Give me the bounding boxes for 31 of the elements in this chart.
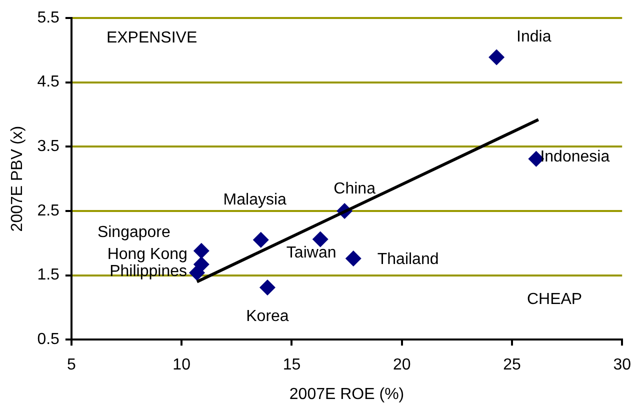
series-label: China	[334, 180, 376, 198]
x-tick-label: 30	[613, 356, 632, 374]
series-label: Hong Kong	[107, 246, 188, 263]
x-tick-label: 5	[66, 356, 76, 374]
y-tick-label: 5.5	[37, 9, 60, 26]
x-tick-label: 10	[172, 356, 191, 374]
point	[259, 280, 276, 296]
series-label: Korea	[246, 308, 289, 325]
x-tick-label: 25	[503, 356, 521, 374]
point	[193, 242, 210, 259]
x-tick-label: 15	[282, 356, 301, 374]
y-tick-label: 3.5	[37, 138, 60, 156]
x-tick-label: 20	[392, 356, 411, 374]
y-tick-label: 2.5	[37, 202, 60, 220]
series-label: Taiwan	[286, 244, 336, 262]
point	[345, 250, 362, 267]
text: Malaysia	[223, 191, 287, 208]
annotation: CHEAP	[526, 291, 582, 308]
series-label: Indonesia	[540, 148, 610, 166]
series-label: Thailand	[377, 250, 439, 268]
series-label: Singapore	[97, 224, 170, 242]
y-tick-label: 4.5	[37, 74, 60, 91]
point	[193, 256, 210, 272]
y-tick-label: 1.5	[37, 266, 60, 284]
point	[488, 49, 505, 66]
point	[252, 232, 269, 248]
y-tick-label: 0.5	[37, 331, 60, 348]
x-axis-title: 2007E ROE (%)	[289, 386, 404, 403]
annotation: EXPENSIVE	[106, 29, 198, 46]
series-label: India	[516, 28, 552, 46]
y-axis-title: 2007E PBV (x)	[9, 126, 26, 232]
